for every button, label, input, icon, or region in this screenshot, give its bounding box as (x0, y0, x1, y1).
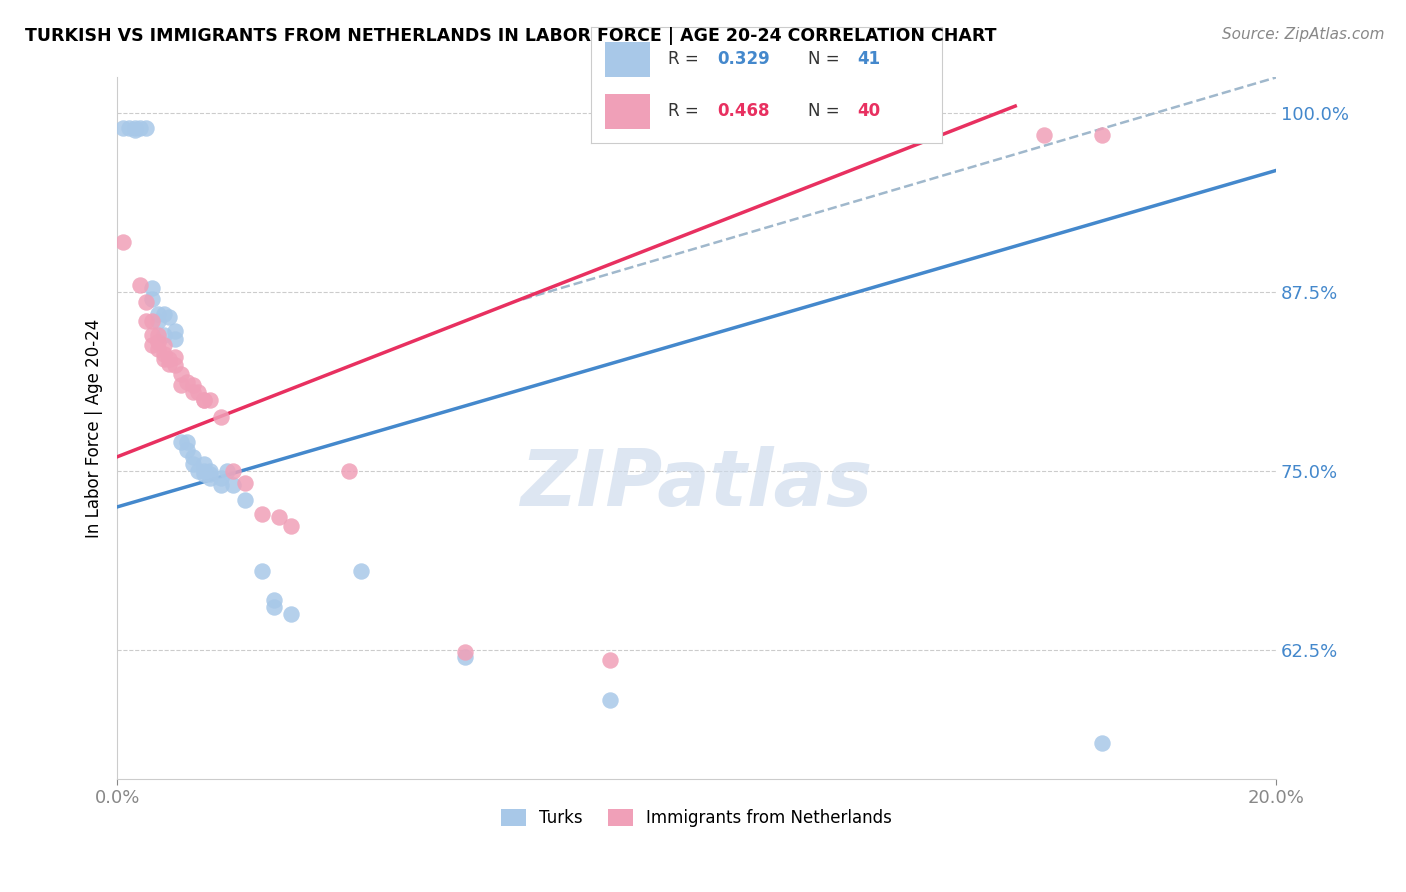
Point (135, 120, 157, 135)
Point (124, 120, 146, 135)
Point (193, 467, 215, 481)
Point (801, 128, 824, 142)
Point (198, 392, 221, 407)
Point (124, 123, 146, 137)
Point (349, 565, 371, 579)
Point (176, 376, 198, 390)
Point (211, 471, 233, 485)
Point (165, 324, 187, 338)
Point (193, 392, 215, 407)
Point (599, 653, 621, 667)
Point (454, 650, 477, 665)
Text: 0.468: 0.468 (717, 103, 769, 120)
Point (135, 314, 157, 328)
Text: R =: R = (668, 103, 704, 120)
Point (233, 475, 256, 490)
Point (627, 128, 650, 142)
Point (193, 464, 215, 478)
Y-axis label: In Labor Force | Age 20-24: In Labor Force | Age 20-24 (86, 318, 103, 538)
Point (181, 457, 204, 471)
Text: ZIPatlas: ZIPatlas (520, 446, 873, 523)
Point (146, 343, 169, 357)
Point (165, 350, 187, 364)
Point (198, 467, 221, 481)
Point (181, 450, 204, 464)
Point (152, 307, 174, 321)
Point (141, 293, 163, 307)
Point (1091, 128, 1114, 142)
Point (198, 471, 221, 485)
Point (152, 328, 174, 343)
Point (170, 367, 193, 381)
Point (176, 435, 198, 450)
Text: 0.329: 0.329 (717, 50, 770, 68)
Point (280, 607, 302, 622)
Point (1091, 736, 1114, 750)
Point (181, 378, 204, 392)
Text: N =: N = (808, 103, 845, 120)
Point (141, 338, 163, 352)
Point (1033, 128, 1056, 142)
Text: TURKISH VS IMMIGRANTS FROM NETHERLANDS IN LABOR FORCE | AGE 20-24 CORRELATION CH: TURKISH VS IMMIGRANTS FROM NETHERLANDS I… (25, 27, 997, 45)
Point (157, 352, 180, 367)
Point (111, 120, 134, 135)
Point (193, 457, 215, 471)
Point (165, 333, 187, 347)
Point (141, 328, 163, 343)
Point (157, 310, 180, 324)
Point (187, 385, 209, 400)
Point (165, 358, 187, 372)
Point (152, 338, 174, 352)
Legend: Turks, Immigrants from Netherlands: Turks, Immigrants from Netherlands (495, 802, 898, 834)
Point (141, 314, 163, 328)
Text: 40: 40 (858, 103, 880, 120)
Point (217, 464, 239, 478)
Point (146, 335, 169, 350)
Point (280, 518, 302, 533)
Point (135, 295, 157, 310)
Point (181, 385, 204, 400)
Point (146, 307, 169, 321)
Point (269, 510, 291, 524)
Point (250, 565, 273, 579)
Text: 41: 41 (858, 50, 880, 68)
Point (176, 442, 198, 457)
Point (222, 478, 245, 492)
Text: R =: R = (668, 50, 704, 68)
Point (250, 507, 273, 521)
Point (337, 464, 360, 478)
Point (170, 435, 193, 450)
Point (111, 235, 134, 249)
Text: N =: N = (808, 50, 845, 68)
Point (233, 492, 256, 507)
Text: Source: ZipAtlas.com: Source: ZipAtlas.com (1222, 27, 1385, 42)
Point (146, 328, 169, 343)
Point (454, 644, 477, 658)
Point (263, 600, 285, 615)
Point (152, 352, 174, 367)
Point (129, 120, 152, 135)
Point (263, 593, 285, 607)
Point (198, 464, 221, 478)
Point (187, 464, 209, 478)
FancyBboxPatch shape (605, 42, 650, 77)
Point (744, 128, 766, 142)
FancyBboxPatch shape (605, 94, 650, 128)
Point (211, 409, 233, 424)
Point (141, 281, 163, 295)
Point (211, 478, 233, 492)
Point (170, 378, 193, 392)
Point (129, 278, 152, 293)
Point (152, 347, 174, 361)
Point (157, 357, 180, 371)
Point (599, 693, 621, 707)
Point (118, 120, 141, 135)
Point (146, 314, 169, 328)
Point (193, 392, 215, 407)
Point (222, 464, 245, 478)
